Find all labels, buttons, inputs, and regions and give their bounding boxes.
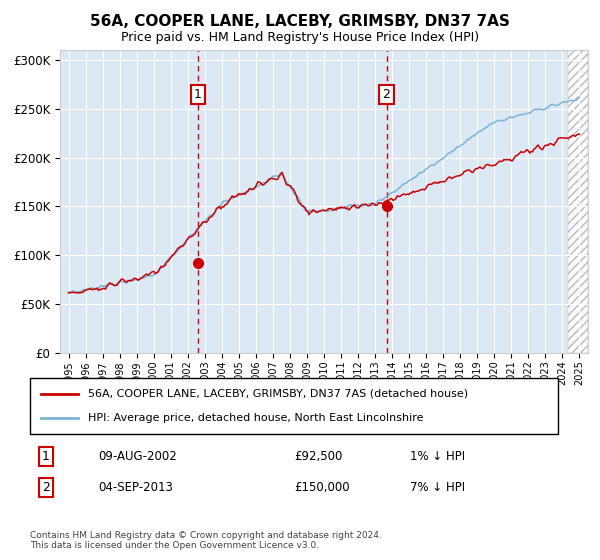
Bar xyxy=(568,50,588,353)
Text: 1% ↓ HPI: 1% ↓ HPI xyxy=(410,450,465,463)
Text: 56A, COOPER LANE, LACEBY, GRIMSBY, DN37 7AS (detached house): 56A, COOPER LANE, LACEBY, GRIMSBY, DN37 … xyxy=(88,389,468,399)
Text: 09-AUG-2002: 09-AUG-2002 xyxy=(98,450,178,463)
Text: 2: 2 xyxy=(383,88,391,101)
Text: 1: 1 xyxy=(42,450,50,463)
Text: £150,000: £150,000 xyxy=(294,481,350,494)
Text: Contains HM Land Registry data © Crown copyright and database right 2024.
This d: Contains HM Land Registry data © Crown c… xyxy=(30,531,382,550)
Text: 04-SEP-2013: 04-SEP-2013 xyxy=(98,481,173,494)
Text: 56A, COOPER LANE, LACEBY, GRIMSBY, DN37 7AS: 56A, COOPER LANE, LACEBY, GRIMSBY, DN37 … xyxy=(90,14,510,29)
Text: 2: 2 xyxy=(42,481,50,494)
Text: HPI: Average price, detached house, North East Lincolnshire: HPI: Average price, detached house, Nort… xyxy=(88,413,424,423)
Text: 7% ↓ HPI: 7% ↓ HPI xyxy=(410,481,465,494)
Text: 1: 1 xyxy=(194,88,202,101)
Text: £92,500: £92,500 xyxy=(294,450,343,463)
FancyBboxPatch shape xyxy=(30,378,558,434)
Text: Price paid vs. HM Land Registry's House Price Index (HPI): Price paid vs. HM Land Registry's House … xyxy=(121,31,479,44)
